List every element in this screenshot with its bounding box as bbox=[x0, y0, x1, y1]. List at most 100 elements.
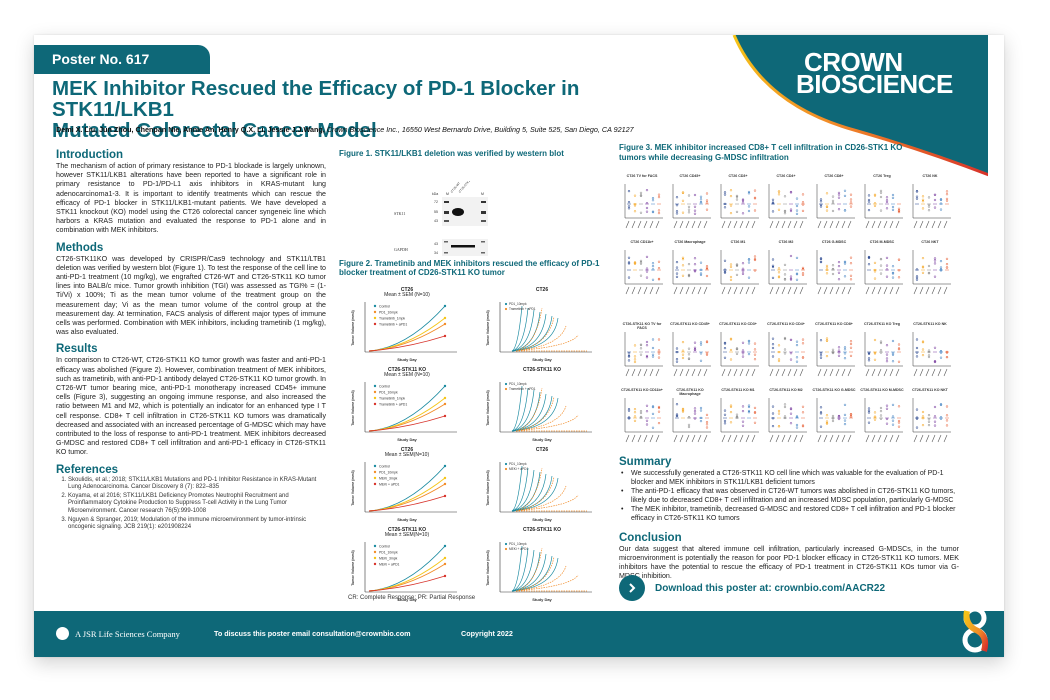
scatter-chart bbox=[768, 250, 807, 295]
svg-text:55: 55 bbox=[434, 210, 438, 214]
dot-plot: CT26-STK11 KO M2 bbox=[763, 388, 809, 450]
copyright: Copyright 2022 bbox=[461, 629, 513, 638]
svg-text:Study Day: Study Day bbox=[532, 437, 552, 442]
line-chart: Study Day Tumor Volume (mm3) PD1_10mpkMEKi… bbox=[486, 461, 592, 522]
scatter-chart bbox=[672, 332, 711, 377]
dot-plot: CT26 G-MDSC bbox=[811, 240, 857, 302]
dot-plot: CT26-STK11 KO NK bbox=[907, 322, 953, 384]
svg-text:MEKi + aPD1: MEKi + aPD1 bbox=[379, 482, 400, 486]
dot-plot: CT26 NKT bbox=[907, 240, 953, 302]
tumor-growth-plot: CT26 Study Day Tumor Volume (mm3) PD1_10mpk… bbox=[482, 446, 602, 526]
dot-plot: CT26-STK11 KO Treg bbox=[859, 322, 905, 384]
svg-text:PD1_10mpk: PD1_10mpk bbox=[379, 550, 398, 554]
line-chart: Study Day Tumor Volume (mm3) PD1_10mpkTram… bbox=[486, 301, 592, 362]
results-text: In comparison to CT26-WT, CT26-STK11 KO … bbox=[56, 356, 326, 457]
introduction-text: The mechanism of action of primary resis… bbox=[56, 162, 326, 235]
svg-text:M: M bbox=[446, 192, 449, 196]
dot-plot-title: CT26 Macrophage bbox=[674, 240, 706, 244]
svg-text:Control: Control bbox=[379, 464, 390, 468]
logo-line-1: CROWN bbox=[804, 47, 903, 77]
jsr-logo-icon bbox=[56, 627, 69, 640]
conclusion-text: Our data suggest that altered immune cel… bbox=[619, 544, 959, 581]
dot-plot-title: CT26-STK11 KO CD4+ bbox=[767, 322, 805, 326]
scatter-chart bbox=[864, 184, 903, 229]
dot-plot-title: CT26 G-MDSC bbox=[821, 240, 847, 244]
svg-text:Trametinib + aPD1: Trametinib + aPD1 bbox=[509, 387, 536, 391]
scatter-chart bbox=[672, 184, 711, 229]
conclusion-heading: Conclusion bbox=[619, 531, 682, 544]
footer-bar: A JSR Life Sciences Company To discuss t… bbox=[34, 606, 1004, 657]
dot-plot: CT26-STK11 KO M1 bbox=[715, 388, 761, 450]
line-chart: Study Day Tumor Volume (mm3) Control PD1_10… bbox=[351, 541, 457, 602]
scatter-chart bbox=[768, 332, 807, 377]
tumor-growth-figure: CT26 Mean ± SEM (N=10) Study Day Tumor Volu… bbox=[339, 284, 609, 614]
svg-text:GAPDH: GAPDH bbox=[394, 247, 408, 252]
brand-corner: CROWN BIOSCIENCE bbox=[674, 35, 1004, 225]
references-heading: References bbox=[56, 463, 119, 476]
svg-text:Trametinib + aPD1: Trametinib + aPD1 bbox=[379, 322, 407, 326]
dot-plot: CT26-STK11 KO NKT bbox=[907, 388, 953, 450]
svg-text:Study Day: Study Day bbox=[397, 437, 417, 442]
methods-heading: Methods bbox=[56, 241, 104, 254]
dot-plot: CT26-STK11 KO Macrophage bbox=[667, 388, 713, 450]
dot-plot-title: CT26-STK11 KO Treg bbox=[864, 322, 900, 326]
plot-title: CT26 bbox=[535, 446, 549, 453]
chevron-right-icon[interactable] bbox=[619, 575, 645, 601]
scatter-chart bbox=[816, 332, 855, 377]
affiliation: Crown Bioscience Inc., 16550 West Bernar… bbox=[326, 125, 634, 134]
tumor-growth-plot: CT26-STK11 KO Mean ± SEM (N=10) Study Day T… bbox=[347, 367, 467, 446]
scatter-chart bbox=[768, 184, 807, 229]
svg-text:MEKi + aPD1: MEKi + aPD1 bbox=[379, 562, 400, 566]
dot-plot: CT26 CD11b+ bbox=[619, 240, 665, 302]
scatter-chart bbox=[912, 332, 951, 377]
svg-text:Study Day: Study Day bbox=[532, 517, 552, 522]
dot-plot: CT26-STK11 KO TV for FACS bbox=[619, 322, 665, 384]
plot-title: CT26 bbox=[400, 286, 414, 293]
crown-figure-eight-icon bbox=[962, 606, 989, 653]
dot-plot-title: CT26 CD45+ bbox=[679, 174, 701, 178]
author-names: Demi X. Liu, Jun Zhou, Chenpan Nie, Anni… bbox=[56, 125, 325, 134]
svg-text:PD1_10mpk: PD1_10mpk bbox=[379, 390, 398, 394]
line-chart: Study Day Tumor Volume (mm3) Control PD1_10… bbox=[351, 461, 457, 522]
dot-plot: CT26 M2 bbox=[763, 240, 809, 302]
contact-email[interactable]: To discuss this poster email consultatio… bbox=[214, 629, 411, 638]
svg-text:Tumor Volume (mm3): Tumor Volume (mm3) bbox=[486, 550, 490, 585]
download-link-text[interactable]: Download this poster at: crownbio.com/AA… bbox=[655, 582, 886, 594]
jsr-company: A JSR Life Sciences Company bbox=[56, 627, 180, 640]
dot-plot-title: CT26 M2 bbox=[778, 240, 794, 244]
dot-plot-title: CT26-STK11 KO NKT bbox=[912, 388, 948, 392]
dot-plot: CT26 CD4+ bbox=[763, 174, 809, 236]
line-chart: Study Day Tumor Volume (mm3) PD1_10mpkTram… bbox=[486, 381, 592, 442]
svg-text:MEKi_3mpk: MEKi_3mpk bbox=[379, 476, 398, 480]
svg-text:Study Day: Study Day bbox=[532, 357, 552, 362]
svg-text:CT26-STK11KO: CT26-STK11KO bbox=[458, 181, 475, 194]
dot-plot-title: CT26-STK11 KO CD45+ bbox=[670, 322, 710, 326]
plot-title: CT26 bbox=[400, 446, 414, 453]
svg-text:PD1_10mpk: PD1_10mpk bbox=[379, 310, 398, 314]
dot-plot-title: CT26 CD3+ bbox=[728, 174, 748, 178]
dot-plot: CT26 Treg bbox=[859, 174, 905, 236]
svg-text:Tumor Volume (mm3): Tumor Volume (mm3) bbox=[351, 310, 355, 345]
summary-item: The MEK inhibitor, trametinib, decreased… bbox=[619, 505, 959, 523]
svg-text:43: 43 bbox=[434, 219, 438, 223]
dot-plot-title: CT26-STK11 KO G-MDSC bbox=[812, 388, 856, 392]
dot-plot-title: CT26 NKT bbox=[921, 240, 939, 244]
scatter-chart bbox=[864, 398, 903, 443]
brand-swoosh-icon bbox=[732, 35, 1004, 225]
dot-plot: CT26 NK bbox=[907, 174, 953, 236]
tumor-growth-plot: CT26 Study Day Tumor Volume (mm3) PD1_10mpk… bbox=[482, 287, 602, 366]
svg-text:Trametinib_1mpk: Trametinib_1mpk bbox=[379, 316, 405, 320]
svg-text:Trametinib + aPD1: Trametinib + aPD1 bbox=[379, 402, 407, 406]
line-chart: Study Day Tumor Volume (mm3) Control PD1_10… bbox=[351, 381, 457, 442]
right-column: Figure 3. MEK inhibitor increased CD8+ T… bbox=[619, 143, 959, 587]
dot-plot-title: CT26 Treg bbox=[873, 174, 891, 178]
methods-text: CT26-STK11KO was developed by CRISPR/Cas… bbox=[56, 254, 326, 337]
svg-text:Control: Control bbox=[379, 544, 390, 548]
dot-plot-title: CT26 CD11b+ bbox=[630, 240, 654, 244]
plot-title: CT26-STK11 KO bbox=[522, 526, 562, 533]
middle-column: Figure 1. STK11/LKB1 deletion was verifi… bbox=[339, 149, 609, 614]
line-chart: Study Day Tumor Volume (mm3) Control PD1_10… bbox=[351, 301, 457, 362]
svg-text:MEKi + aPD1: MEKi + aPD1 bbox=[509, 467, 528, 471]
download-link[interactable]: Download this poster at: crownbio.com/AA… bbox=[619, 575, 885, 601]
